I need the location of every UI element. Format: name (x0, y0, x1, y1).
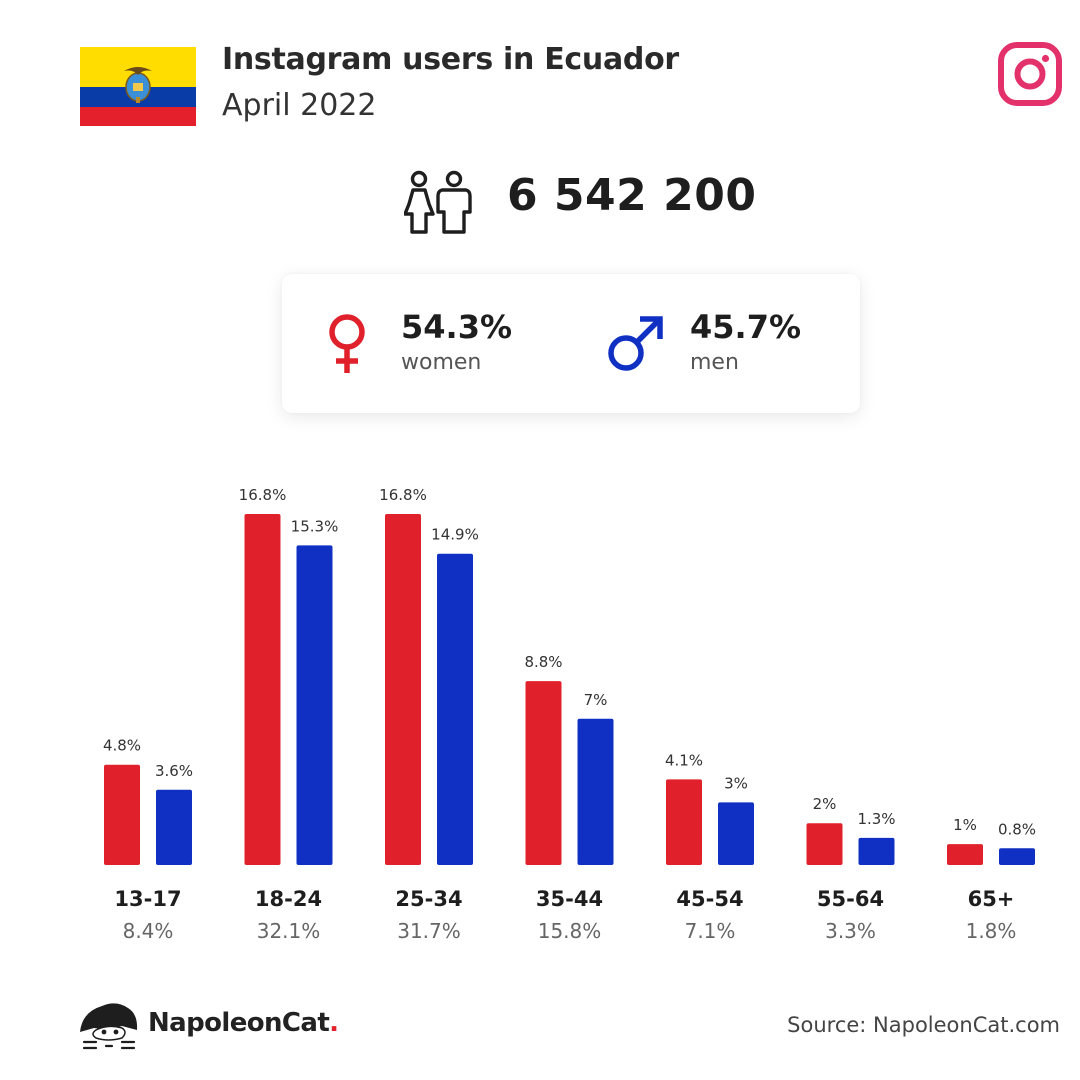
men-value-label-45-54: 3% (724, 774, 748, 792)
instagram-icon (998, 42, 1062, 106)
category-label-65+: 65+ (968, 887, 1015, 911)
male-symbol-icon (608, 316, 663, 371)
women-value-label-65+: 1% (953, 816, 977, 834)
page-title: Instagram users in Ecuador (222, 42, 679, 77)
category-label-35-44: 35-44 (536, 887, 603, 911)
women-bar-18-24 (244, 514, 281, 865)
women-value-label-55-64: 2% (813, 795, 837, 813)
brand-text: NapoleonCat (148, 1008, 330, 1038)
age-gender-bar-chart: 4.8%3.6%13-178.4%16.8%15.3%18-2432.1%16.… (103, 486, 1036, 943)
women-value-label-35-44: 8.8% (524, 653, 562, 671)
women-bar-55-64 (806, 823, 843, 865)
group-total-65+: 1.8% (966, 919, 1017, 943)
women-bar-35-44 (525, 681, 562, 865)
women-percentage: 54.3% (401, 308, 513, 346)
category-label-13-17: 13-17 (114, 887, 181, 911)
page-subtitle: April 2022 (222, 88, 377, 123)
women-value-label-13-17: 4.8% (103, 737, 141, 755)
brand-name: NapoleonCat. (148, 1008, 339, 1038)
men-bar-13-17 (156, 789, 192, 865)
category-label-55-64: 55-64 (817, 887, 884, 911)
category-label-18-24: 18-24 (255, 887, 322, 911)
women-value-label-45-54: 4.1% (665, 751, 703, 769)
group-total-55-64: 3.3% (825, 919, 876, 943)
female-symbol-icon (329, 314, 365, 373)
gender-card (282, 274, 860, 413)
napoleoncat-logo-icon (80, 1003, 138, 1050)
men-value-label-65+: 0.8% (998, 820, 1036, 838)
men-value-label-18-24: 15.3% (291, 517, 339, 535)
women-value-label-18-24: 16.8% (239, 486, 287, 504)
total-users: 6 542 200 (507, 170, 757, 221)
men-bar-55-64 (858, 837, 895, 865)
group-total-35-44: 15.8% (538, 919, 602, 943)
women-value-label-25-34: 16.8% (379, 486, 427, 504)
men-label: men (690, 350, 739, 375)
group-total-18-24: 32.1% (257, 919, 321, 943)
category-label-25-34: 25-34 (395, 887, 462, 911)
men-percentage: 45.7% (690, 308, 802, 346)
brand-dot: . (329, 1008, 339, 1038)
group-total-45-54: 7.1% (685, 919, 736, 943)
men-value-label-25-34: 14.9% (431, 526, 479, 544)
women-bar-45-54 (666, 779, 702, 865)
men-bar-45-54 (718, 802, 754, 865)
men-value-label-35-44: 7% (584, 691, 608, 709)
women-bar-25-34 (385, 514, 421, 865)
men-bar-25-34 (437, 553, 473, 865)
women-bar-13-17 (104, 764, 140, 865)
group-total-13-17: 8.4% (123, 919, 174, 943)
men-value-label-55-64: 1.3% (857, 810, 895, 828)
women-bar-65+ (947, 844, 983, 865)
men-bar-65+ (999, 848, 1035, 865)
ecuador-flag-icon (80, 47, 196, 126)
men-bar-18-24 (296, 545, 333, 865)
group-total-25-34: 31.7% (397, 919, 461, 943)
men-bar-35-44 (577, 718, 614, 865)
source-credit: Source: NapoleonCat.com (787, 1013, 1060, 1037)
women-label: women (401, 350, 482, 375)
people-icon (404, 170, 472, 234)
men-value-label-13-17: 3.6% (155, 762, 193, 780)
category-label-45-54: 45-54 (676, 887, 743, 911)
